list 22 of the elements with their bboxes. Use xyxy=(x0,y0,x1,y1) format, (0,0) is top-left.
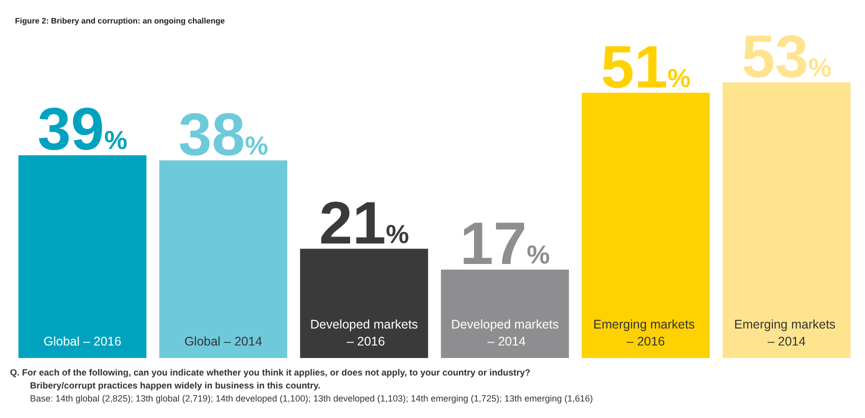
bar xyxy=(18,155,146,358)
text: Bribery/corrupt practices happen widely in business in this country. xyxy=(30,380,320,390)
bar xyxy=(440,270,569,358)
x-tick-label: Emerging markets – 2014 xyxy=(734,318,840,348)
data-label: 53% xyxy=(742,22,832,90)
bar xyxy=(582,92,710,358)
bar xyxy=(159,160,288,358)
x-tick-label: Global – 2014 xyxy=(184,334,262,348)
data-label: 38% xyxy=(178,100,268,168)
x-tick-label: Developed markets – 2014 xyxy=(451,318,559,348)
x-tick-label: Global – 2016 xyxy=(43,334,122,348)
data-label: 21% xyxy=(319,189,410,256)
data-label: 39% xyxy=(37,96,128,163)
data-label: 17% xyxy=(460,210,550,278)
bar xyxy=(722,82,851,358)
text: Q. For each of the following, can you indicate whether you think it applies, or does not apply, to your country or industry? xyxy=(10,368,530,378)
data-label: 51% xyxy=(600,33,691,100)
x-tick-label: Emerging markets – 2016 xyxy=(593,318,698,348)
x-tick-label: Developed markets – 2016 xyxy=(310,318,418,348)
text: Base: 14th global (2,825); 13th global (2,719); 14th developed (1,100); 13th developed (1,103); 14th emerging (1,725); 13th emerging (1,616) xyxy=(30,394,593,404)
chart-title: Figure 2: Bribery and corruption: an ongoing challenge xyxy=(15,16,226,26)
bar xyxy=(300,248,428,358)
